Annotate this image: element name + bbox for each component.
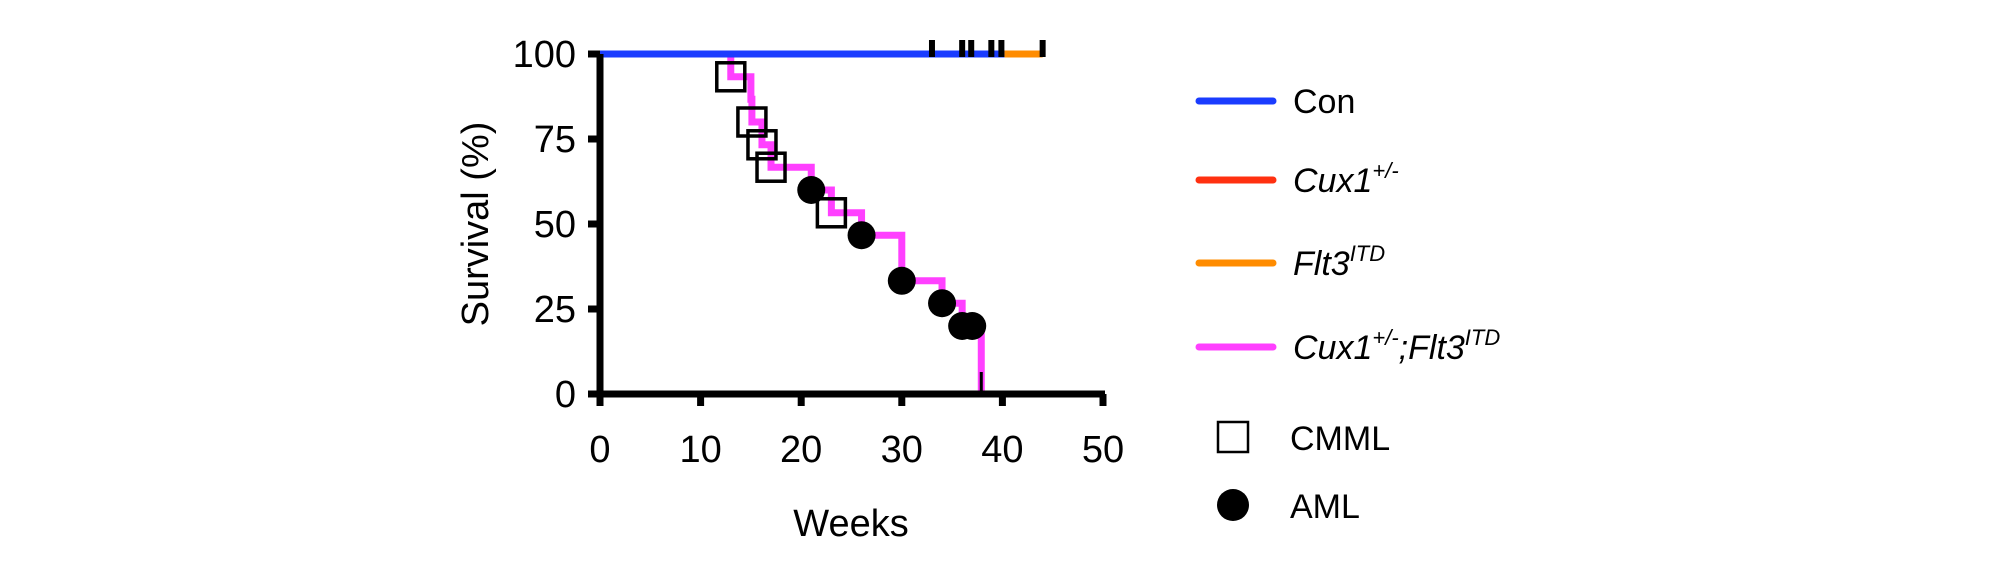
x-tick-label: 30 [881,429,923,471]
legend-label: Flt3ITD [1293,241,1385,283]
cmml-marker [736,106,768,138]
plot-lines [600,40,1046,394]
y-tick-label: 100 [513,34,576,76]
legend-item: Cux1+/- [1195,158,1399,200]
axes [596,54,1105,398]
aml-marker [958,312,987,340]
cmml-marker [815,197,848,229]
legend-item: Con [1195,83,1355,121]
marker-legend-label: AML [1290,488,1360,526]
y-tick-label: 25 [534,289,576,331]
y-tick-label: 75 [534,119,576,161]
aml-marker [847,221,876,250]
y-tick-label: 50 [534,204,576,246]
legend-item: Flt3ITD [1195,241,1385,283]
event-markers [715,61,987,340]
aml-legend-marker [1217,489,1249,521]
survival-curve-3 [600,50,985,394]
marker-legend-label: CMML [1290,420,1390,458]
legend-label: Cux1+/-;Flt3ITD [1293,325,1500,367]
legend-item: Cux1+/-;Flt3ITD [1195,325,1500,367]
marker-legend-item: AML [1217,488,1360,526]
marker-legend-item: CMML [1216,420,1390,458]
aml-marker [887,266,916,295]
y-axis-title: Survival (%) [455,122,497,327]
aml-marker [797,176,826,204]
x-tick-label: 0 [589,429,610,471]
x-tick-label: 10 [679,429,721,471]
legend-label: Con [1293,83,1355,121]
legend-label: Cux1+/- [1293,158,1399,200]
y-tick-label: 0 [555,374,576,416]
x-tick-label: 20 [780,429,822,471]
legend: Con Cux1+/- Flt3ITD Cux1+/-;Flt3ITD CMML AML [1195,83,1500,526]
x-tick-label: 50 [1082,429,1124,471]
cmml-legend-marker [1216,420,1250,454]
cmml-marker [746,129,778,161]
ticks: 0 10 20 30 40 50 0 25 50 75 100 [513,34,1125,471]
x-tick-label: 40 [981,429,1023,471]
x-axis-title: Weeks [793,503,908,545]
cmml-marker [715,61,747,93]
cmml-marker [755,151,787,183]
aml-marker [928,289,957,318]
